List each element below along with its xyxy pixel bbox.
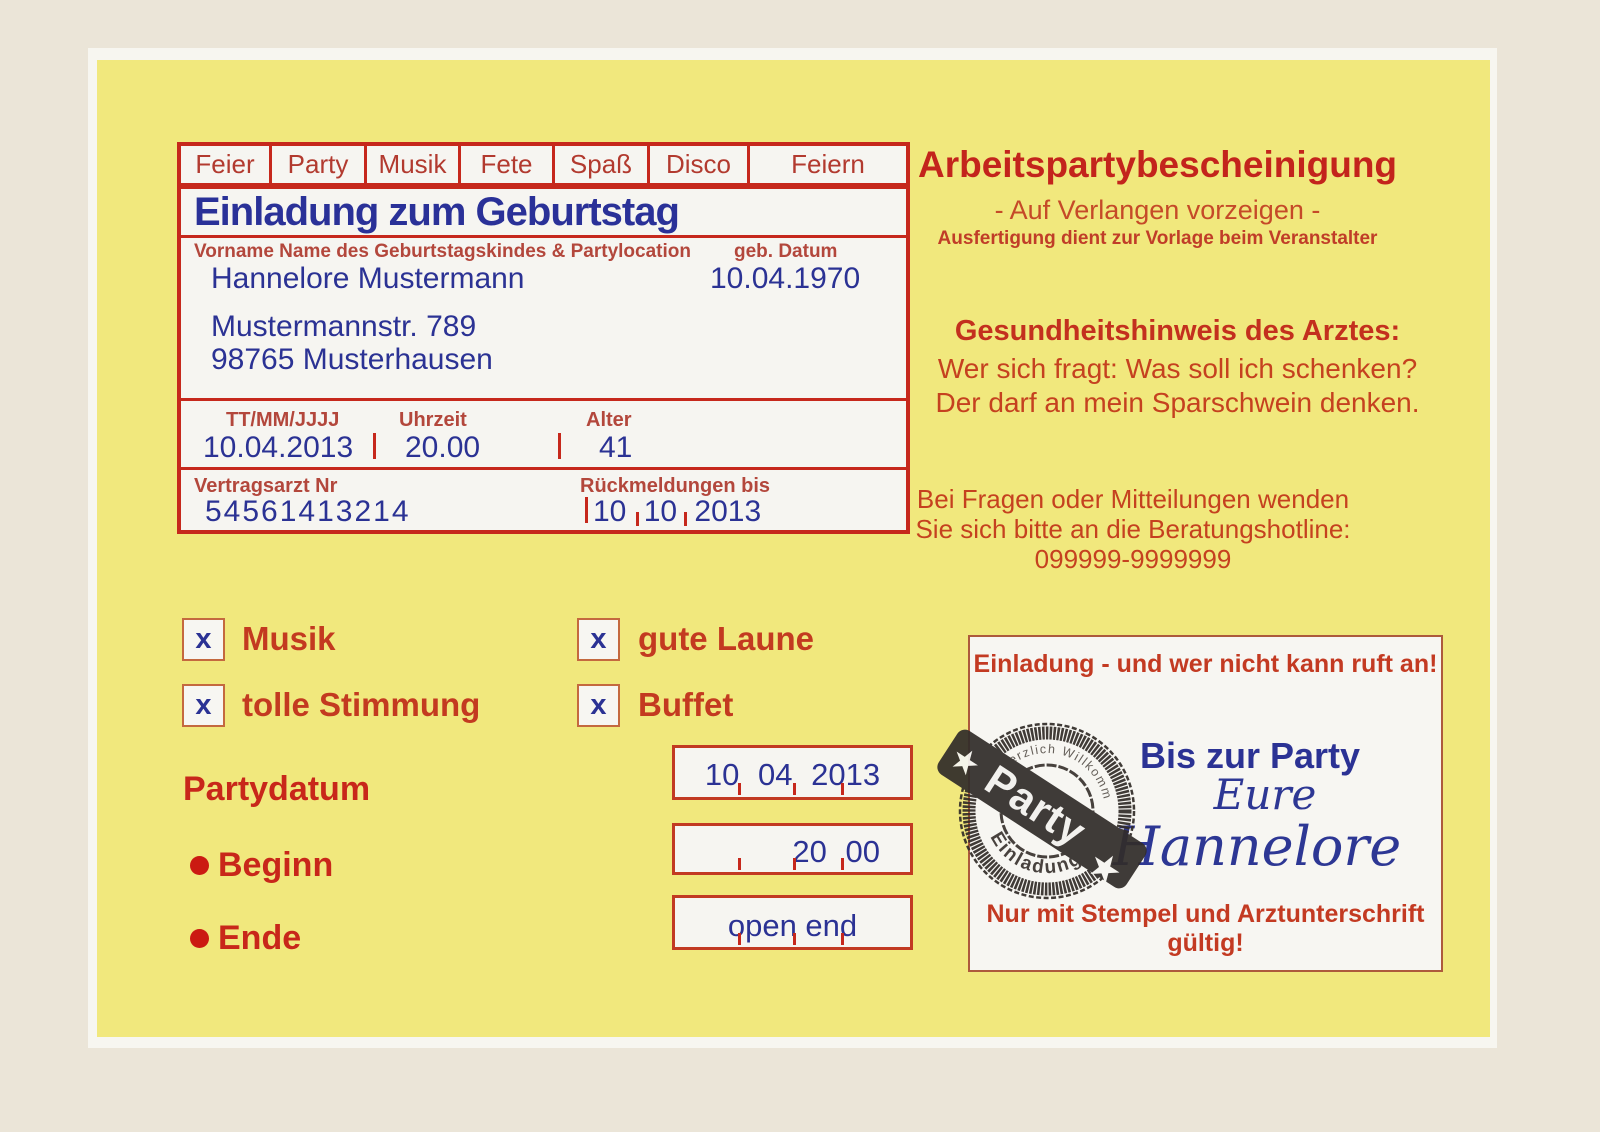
checkbox-mark: x: [195, 689, 212, 721]
tab-spass: Spaß: [555, 146, 650, 183]
rsvp-bottom-note: Nur mit Stempel und Arztunterschrift gül…: [986, 900, 1425, 957]
party-time-value: 20.00: [405, 431, 481, 464]
tab-feiern: Feiern: [791, 149, 865, 179]
party-date-box-value: 10 04 2013: [704, 757, 881, 792]
column-tick: [558, 433, 561, 459]
party-begin-box-value: 20 00: [792, 834, 880, 869]
prescription-form: Feier Party Musik Fete Spaß Disco Feiern…: [177, 142, 910, 534]
farewell-text: Bis zur Party: [1139, 735, 1361, 776]
digit-tick: [793, 933, 796, 945]
date-time-age-row: TT/MM/JJJJ Uhrzeit Alter 10.04.2013 20.0…: [181, 401, 906, 470]
patient-section: Vorname Name des Geburtstagskindes & Par…: [181, 238, 906, 401]
contact-note: Bei Fragen oder Mitteilungen wenden Sie …: [878, 484, 1388, 574]
tab-fete: Fete: [461, 146, 555, 183]
digit-tick: [738, 933, 741, 945]
age-value: 41: [599, 431, 633, 464]
checkbox-mark: x: [195, 623, 212, 655]
begin-bullet-icon: [190, 856, 209, 875]
age-col-label: Alter: [586, 409, 632, 431]
form-title: Einladung zum Geburtstag: [181, 189, 906, 238]
tab-party: Party: [272, 146, 367, 183]
health-note-line2: Der darf an mein Sparschwein denken.: [935, 387, 1420, 418]
party-date-value: 10.04.2013: [203, 431, 354, 464]
hotline-number: 099999-9999999: [1034, 544, 1232, 574]
party-date-heading: Partydatum: [183, 770, 371, 808]
party-begin-box: 20 00: [672, 823, 913, 875]
stamp-thick-ring: [962, 726, 1132, 896]
checkbox-mark: x: [590, 689, 607, 721]
column-tick: [373, 433, 376, 459]
digit-tick: [841, 933, 844, 945]
digit-tick: [738, 858, 741, 870]
party-end-box-value: open end: [727, 908, 858, 943]
checkbox-buffet: x: [577, 684, 620, 727]
checkbox-label-buffet: Buffet: [638, 686, 734, 723]
certificate-title: Arbeitspartybescheinigung: [917, 144, 1398, 185]
address-line2: 98765 Musterhausen: [211, 343, 493, 376]
reply-by-value: 10 10 2013: [593, 495, 762, 528]
health-note-title: Gesundheitshinweis des Arztes:: [954, 315, 1401, 347]
end-bullet-icon: [190, 929, 209, 948]
form-tab-row: Feier Party Musik Fete Spaß Disco Feiern: [181, 146, 906, 189]
health-note-body: Wer sich fragt: Was soll ich schenken? D…: [920, 352, 1435, 420]
time-col-label: Uhrzeit: [399, 409, 467, 431]
signature-line2: Hannelore: [1112, 815, 1402, 878]
tab-musik: Musik: [367, 146, 461, 183]
checkbox-gute-laune: x: [577, 618, 620, 661]
certificate-subtitle: - Auf Verlangen vorzeigen -: [994, 195, 1321, 225]
doctor-row: Vertragsarzt Nr Rückmeldungen bis 545614…: [181, 470, 906, 528]
checkbox-label-musik: Musik: [242, 620, 336, 657]
name-label: Vorname Name des Geburtstagskindes & Par…: [194, 241, 691, 262]
checkbox-musik: x: [182, 618, 225, 661]
checkbox-mark: x: [590, 623, 607, 655]
contact-line2: Sie sich bitte an die Beratungshotline:: [915, 514, 1351, 544]
rsvp-top-note: Einladung - und wer nicht kann ruft an!: [973, 650, 1438, 678]
signature-line1: Eure: [1213, 770, 1317, 819]
health-note-line1: Wer sich fragt: Was soll ich schenken?: [937, 353, 1418, 384]
digit-tick: [841, 783, 844, 795]
rsvp-box: Einladung - und wer nicht kann ruft an! …: [937, 635, 1443, 972]
column-tick: [585, 497, 588, 523]
address-line1: Mustermannstr. 789: [211, 310, 477, 343]
tab-disco: Disco: [650, 146, 750, 183]
doctor-number-value: 54561413214: [205, 495, 411, 528]
checkbox-label-gute-laune: gute Laune: [638, 620, 815, 657]
party-stamp: Herzlich Willkommen Einladung ★ ★ Party: [937, 709, 1147, 900]
date-col-label: TT/MM/JJJJ: [226, 409, 340, 431]
party-date-box: 10 04 2013: [672, 745, 913, 800]
digit-tick: [793, 858, 796, 870]
stamp-outer-ring: [958, 722, 1136, 900]
begin-label: Beginn: [218, 846, 334, 884]
reply-by-label: Rückmeldungen bis: [580, 475, 771, 497]
certificate-subtitle2: Ausfertigung dient zur Vorlage beim Vera…: [937, 228, 1378, 249]
end-label: Ende: [218, 919, 302, 957]
digit-tick: [738, 783, 741, 795]
patient-birthdate: 10.04.1970: [710, 262, 861, 295]
birthdate-label: geb. Datum: [734, 241, 838, 262]
party-end-box: open end: [672, 895, 913, 950]
digit-tick: [684, 512, 687, 526]
digit-tick: [841, 858, 844, 870]
doctor-number-label: Vertragsarzt Nr: [194, 475, 338, 497]
contact-line1: Bei Fragen oder Mitteilungen wenden: [916, 484, 1350, 514]
tab-feier: Feier: [181, 146, 272, 183]
digit-tick: [793, 783, 796, 795]
checkbox-tolle-stimmung: x: [182, 684, 225, 727]
patient-name: Hannelore Mustermann: [211, 262, 525, 295]
checkbox-label-tolle-stimmung: tolle Stimmung: [242, 686, 481, 723]
digit-tick: [636, 512, 639, 526]
